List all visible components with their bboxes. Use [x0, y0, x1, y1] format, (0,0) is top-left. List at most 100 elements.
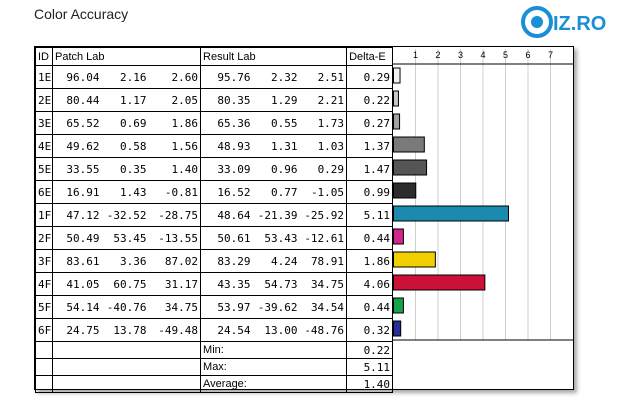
empty-cell [51, 341, 202, 359]
result-a: 1.29 [252, 88, 300, 112]
bar-6f [393, 320, 402, 337]
table-row: 1F 47.12 -32.52 -28.75 48.64 -21.39 -25.92 5.11 [35, 203, 394, 227]
delta-e-value: 0.29 [346, 65, 394, 89]
table-row: 6F 24.75 13.78 -49.48 24.54 13.00 -48.76 0.32 [35, 318, 394, 342]
x-tick-label: 6 [525, 50, 530, 60]
stats-row: Max: 5.11 [35, 358, 394, 376]
patch-a: 2.16 [101, 65, 149, 89]
stat-label: Max: [200, 358, 347, 376]
patch-l: 50.49 [52, 226, 102, 250]
patch-a: 1.17 [101, 88, 149, 112]
row-id: 5F [35, 295, 53, 319]
result-b: -1.05 [299, 180, 348, 204]
patch-a: 0.69 [101, 111, 149, 135]
result-a: 1.31 [252, 134, 300, 158]
delta-e-value: 0.99 [346, 180, 394, 204]
result-l: 50.61 [200, 226, 253, 250]
empty-cell [51, 358, 202, 376]
result-a: -21.39 [252, 203, 300, 227]
logo-core [531, 16, 543, 28]
bar-6e [393, 182, 417, 199]
result-a: 0.55 [252, 111, 300, 135]
patch-l: 47.12 [52, 203, 102, 227]
row-id: 1E [35, 65, 53, 89]
result-l: 33.09 [200, 157, 253, 181]
result-a: -39.62 [252, 295, 300, 319]
patch-a: 60.75 [101, 272, 149, 296]
patch-l: 65.52 [52, 111, 102, 135]
delta-e-bar-chart: 1 2 3 4 5 6 7 [392, 49, 573, 341]
patch-a: 0.58 [101, 134, 149, 158]
row-id: 3E [35, 111, 53, 135]
stat-label: Average: [200, 375, 347, 393]
delta-e-value: 1.37 [346, 134, 394, 158]
table-row: 5F 54.14 -40.76 34.75 53.97 -39.62 34.54 0.44 [35, 295, 394, 319]
table-row: 3F 83.61 3.36 87.02 83.29 4.24 78.91 1.86 [35, 249, 394, 273]
x-tick-label: 3 [458, 50, 463, 60]
patch-a: -32.52 [101, 203, 149, 227]
row-id: 2F [35, 226, 53, 250]
chart-title: Color Accuracy [34, 6, 129, 22]
stat-value: 5.11 [346, 358, 394, 376]
row-id: 4F [35, 272, 53, 296]
result-l: 65.36 [200, 111, 253, 135]
row-id: 6F [35, 318, 53, 342]
result-l: 53.97 [200, 295, 253, 319]
result-a: 54.73 [252, 272, 300, 296]
result-b: 78.91 [299, 249, 348, 273]
patch-a: 0.35 [101, 157, 149, 181]
bar-4f [393, 274, 486, 291]
result-b: -48.76 [299, 318, 348, 342]
table-row: 2E 80.44 1.17 2.05 80.35 1.29 2.21 0.22 [35, 88, 394, 112]
patch-b: -0.81 [148, 180, 202, 204]
table-row: 4F 41.05 60.75 31.17 43.35 54.73 34.75 4.06 [35, 272, 394, 296]
empty-cell [51, 375, 202, 393]
column-header-delta-e: Delta-E [346, 47, 394, 66]
table-body: 1E 96.04 2.16 2.60 95.76 2.32 2.51 0.29 2E 80.44 1… [35, 65, 394, 393]
row-id: 1F [35, 203, 53, 227]
result-l: 95.76 [200, 65, 253, 89]
patch-l: 33.55 [52, 157, 102, 181]
x-tick-label: 4 [480, 50, 485, 60]
empty-cell [35, 375, 53, 393]
delta-e-value: 0.44 [346, 226, 394, 250]
patch-l: 24.75 [52, 318, 102, 342]
bar-2e [393, 90, 399, 107]
logo-ring [521, 6, 553, 38]
bar-4e [393, 136, 425, 153]
stat-label: Min: [200, 341, 347, 359]
table-header: ID Patch Lab Result Lab Delta-E [35, 47, 394, 66]
result-b: -25.92 [299, 203, 348, 227]
patch-b: 1.86 [148, 111, 202, 135]
patch-b: 1.40 [148, 157, 202, 181]
result-a: 13.00 [252, 318, 300, 342]
patch-b: 31.17 [148, 272, 202, 296]
result-a: 2.32 [252, 65, 300, 89]
result-l: 48.93 [200, 134, 253, 158]
result-a: 53.43 [252, 226, 300, 250]
stat-value: 1.40 [346, 375, 394, 393]
delta-e-value: 1.86 [346, 249, 394, 273]
patch-b: -49.48 [148, 318, 202, 342]
delta-e-value: 0.22 [346, 88, 394, 112]
column-header-result-lab: Result Lab [200, 47, 348, 66]
logo-text: IZ.RO [553, 13, 606, 35]
patch-l: 16.91 [52, 180, 102, 204]
table-row: 6E 16.91 1.43 -0.81 16.52 0.77 -1.05 0.99 [35, 180, 394, 204]
patch-a: 13.78 [101, 318, 149, 342]
color-accuracy-panel: ID Patch Lab Result Lab Delta-E 1E 96.04 2… [34, 46, 574, 393]
table-row: 5E 33.55 0.35 1.40 33.09 0.96 0.29 1.47 [35, 157, 394, 181]
result-b: 2.51 [299, 65, 348, 89]
result-b: 1.73 [299, 111, 348, 135]
result-b: 1.03 [299, 134, 348, 158]
result-b: -12.61 [299, 226, 348, 250]
result-a: 0.96 [252, 157, 300, 181]
patch-l: 41.05 [52, 272, 102, 296]
delta-e-value: 4.06 [346, 272, 394, 296]
patch-a: -40.76 [101, 295, 149, 319]
bar-1e [393, 67, 401, 84]
patch-a: 3.36 [101, 249, 149, 273]
x-tick-label: 2 [435, 50, 440, 60]
result-a: 0.77 [252, 180, 300, 204]
column-header-patch-lab: Patch Lab [51, 47, 202, 66]
